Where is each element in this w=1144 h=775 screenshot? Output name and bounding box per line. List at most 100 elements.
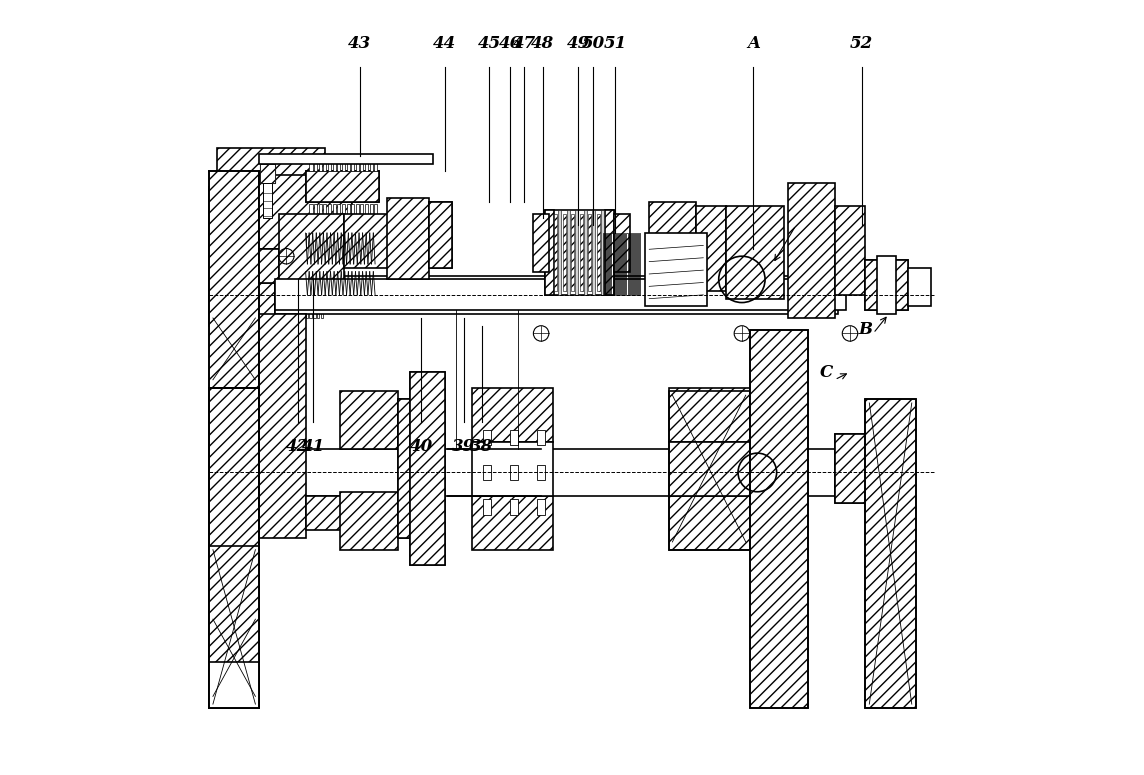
- Text: 52: 52: [850, 35, 873, 52]
- Bar: [317, 181, 319, 191]
- Bar: [337, 204, 340, 218]
- Bar: [650, 202, 696, 302]
- Bar: [333, 157, 335, 171]
- Text: 45: 45: [478, 35, 501, 52]
- Bar: [305, 308, 308, 318]
- Text: 51: 51: [604, 35, 627, 52]
- Bar: [835, 206, 866, 294]
- Bar: [510, 499, 518, 515]
- Text: B: B: [858, 321, 873, 338]
- Bar: [313, 308, 316, 318]
- Bar: [471, 442, 553, 495]
- Bar: [340, 391, 398, 449]
- Bar: [575, 210, 579, 294]
- Bar: [558, 210, 562, 294]
- Bar: [365, 157, 368, 171]
- Bar: [545, 210, 554, 294]
- Text: C: C: [820, 363, 834, 381]
- Bar: [309, 157, 312, 171]
- Bar: [315, 157, 317, 171]
- Bar: [319, 157, 321, 171]
- Bar: [302, 181, 304, 191]
- Bar: [370, 204, 373, 218]
- Bar: [305, 171, 379, 202]
- Bar: [260, 175, 352, 249]
- Bar: [668, 388, 749, 442]
- Bar: [291, 308, 293, 318]
- Text: 44: 44: [432, 35, 456, 52]
- Bar: [297, 308, 300, 318]
- Bar: [360, 204, 364, 218]
- Bar: [668, 495, 749, 549]
- Bar: [294, 181, 296, 191]
- Bar: [209, 187, 275, 326]
- Text: A: A: [747, 35, 760, 52]
- Bar: [605, 210, 614, 294]
- Bar: [297, 181, 300, 191]
- Bar: [835, 434, 877, 503]
- Bar: [788, 183, 835, 318]
- Bar: [278, 181, 281, 191]
- Bar: [360, 157, 364, 171]
- Bar: [877, 257, 897, 314]
- Bar: [309, 181, 312, 191]
- Bar: [645, 233, 707, 306]
- Bar: [283, 181, 285, 191]
- Bar: [374, 204, 378, 218]
- Bar: [309, 204, 312, 218]
- Bar: [374, 157, 378, 171]
- Bar: [726, 206, 785, 298]
- Bar: [319, 204, 321, 218]
- Bar: [347, 157, 350, 171]
- Bar: [356, 157, 359, 171]
- Bar: [260, 314, 305, 538]
- Bar: [866, 399, 915, 708]
- Bar: [275, 280, 847, 310]
- Bar: [328, 157, 331, 171]
- Bar: [321, 308, 324, 318]
- Bar: [471, 388, 553, 442]
- Bar: [356, 204, 359, 218]
- Bar: [260, 449, 835, 495]
- Bar: [668, 391, 749, 549]
- Bar: [593, 210, 595, 294]
- Bar: [283, 308, 285, 318]
- Bar: [398, 399, 414, 538]
- Bar: [597, 214, 599, 291]
- Bar: [260, 249, 278, 283]
- Bar: [209, 546, 260, 708]
- Bar: [538, 430, 545, 446]
- Bar: [333, 204, 335, 218]
- Bar: [908, 268, 931, 306]
- Bar: [260, 164, 276, 183]
- Bar: [398, 399, 414, 538]
- Bar: [365, 204, 368, 218]
- Bar: [483, 430, 491, 446]
- Bar: [305, 171, 379, 202]
- Bar: [328, 204, 331, 218]
- Bar: [554, 214, 557, 291]
- Bar: [370, 157, 373, 171]
- Bar: [337, 157, 340, 171]
- Bar: [209, 171, 260, 388]
- Bar: [305, 181, 308, 191]
- Text: 38: 38: [470, 438, 493, 455]
- Text: 41: 41: [302, 438, 325, 455]
- Bar: [580, 214, 582, 291]
- Bar: [471, 495, 553, 549]
- Bar: [877, 446, 908, 492]
- Bar: [668, 442, 749, 495]
- Bar: [347, 204, 350, 218]
- Bar: [342, 204, 345, 218]
- Bar: [263, 183, 272, 218]
- Bar: [410, 372, 445, 565]
- Bar: [351, 204, 355, 218]
- Bar: [317, 308, 319, 318]
- Bar: [601, 210, 604, 294]
- Bar: [483, 465, 491, 480]
- Bar: [567, 210, 570, 294]
- Bar: [429, 202, 452, 268]
- Bar: [696, 206, 726, 291]
- Bar: [545, 210, 614, 294]
- Bar: [302, 308, 304, 318]
